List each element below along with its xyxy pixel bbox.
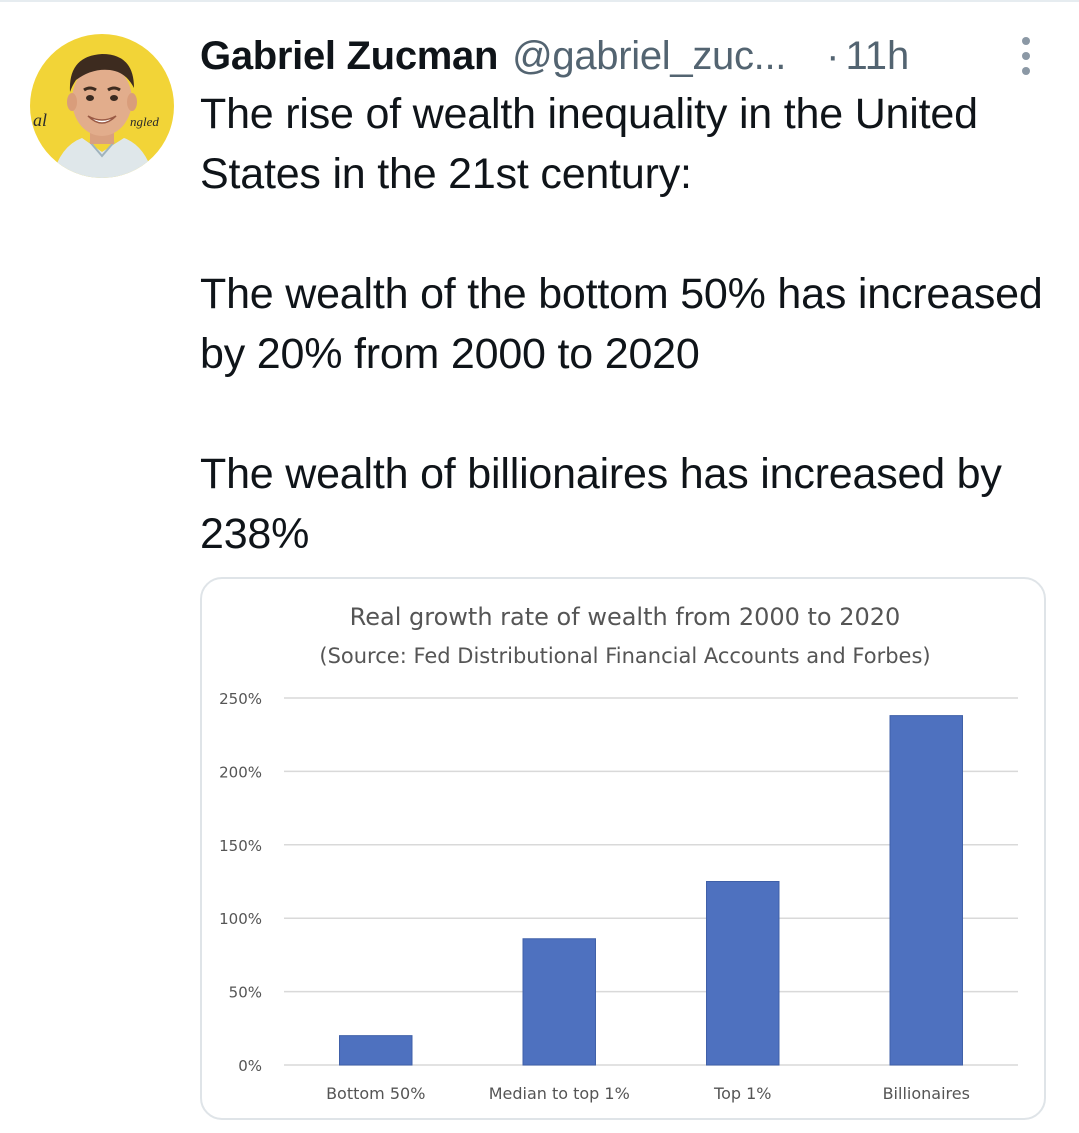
tweet-paragraph-1: The rise of wealth inequality in the Uni… [200, 90, 978, 198]
tweet-text: The rise of wealth inequality in the Uni… [200, 84, 1060, 564]
chart-subtitle: (Source: Fed Distributional Financial Ac… [319, 644, 930, 668]
bar-median-to-top-1 [522, 938, 596, 1066]
chart-title: Real growth rate of wealth from 2000 to … [350, 603, 901, 631]
tweet-header: Gabriel Zucman @gabriel_zuc... · 11h [200, 26, 1050, 86]
author-name[interactable]: Gabriel Zucman [200, 33, 499, 78]
tweet-media-chart[interactable]: Real growth rate of wealth from 2000 to … [200, 577, 1046, 1120]
author-handle[interactable]: @gabriel_zuc... [512, 33, 787, 78]
avatar-banner-text-right: ngled [130, 114, 159, 129]
avatar-photo: al ngled [30, 34, 174, 178]
x-tick-label: Median to top 1% [489, 1084, 630, 1103]
tweet-paragraph-2: The wealth of the bottom 50% has increas… [200, 270, 1043, 378]
bar-bottom-50 [339, 1035, 413, 1066]
chart-bars [339, 715, 963, 1066]
y-axis-ticks: 0% 50% 100% 150% 200% 250% [219, 690, 262, 1075]
bar-billionaires [889, 715, 963, 1066]
y-tick-label: 100% [219, 910, 262, 928]
x-tick-label: Bottom 50% [326, 1084, 425, 1103]
more-options-button[interactable] [1012, 33, 1040, 79]
x-axis-ticks: Bottom 50% Median to top 1% Top 1% Billiona… [326, 1084, 970, 1103]
bar-chart: Real growth rate of wealth from 2000 to … [219, 603, 1018, 1103]
bar-top-1 [706, 881, 780, 1066]
tweet-paragraph-3: The wealth of billionaires has increased… [200, 450, 1002, 558]
y-tick-label: 200% [219, 763, 262, 781]
header-separator: · [826, 33, 840, 78]
avatar-banner-text-left: al [33, 110, 47, 130]
author-avatar[interactable]: al ngled [30, 34, 174, 178]
x-tick-label: Billionaires [883, 1084, 970, 1103]
x-tick-label: Top 1% [713, 1084, 771, 1103]
y-tick-label: 0% [238, 1057, 262, 1075]
vertical-ellipsis-icon [1022, 37, 1030, 75]
tweet-timestamp[interactable]: 11h [845, 33, 910, 78]
top-divider [0, 0, 1079, 2]
y-tick-label: 150% [219, 837, 262, 855]
y-tick-label: 250% [219, 690, 262, 708]
y-tick-label: 50% [229, 984, 262, 1002]
